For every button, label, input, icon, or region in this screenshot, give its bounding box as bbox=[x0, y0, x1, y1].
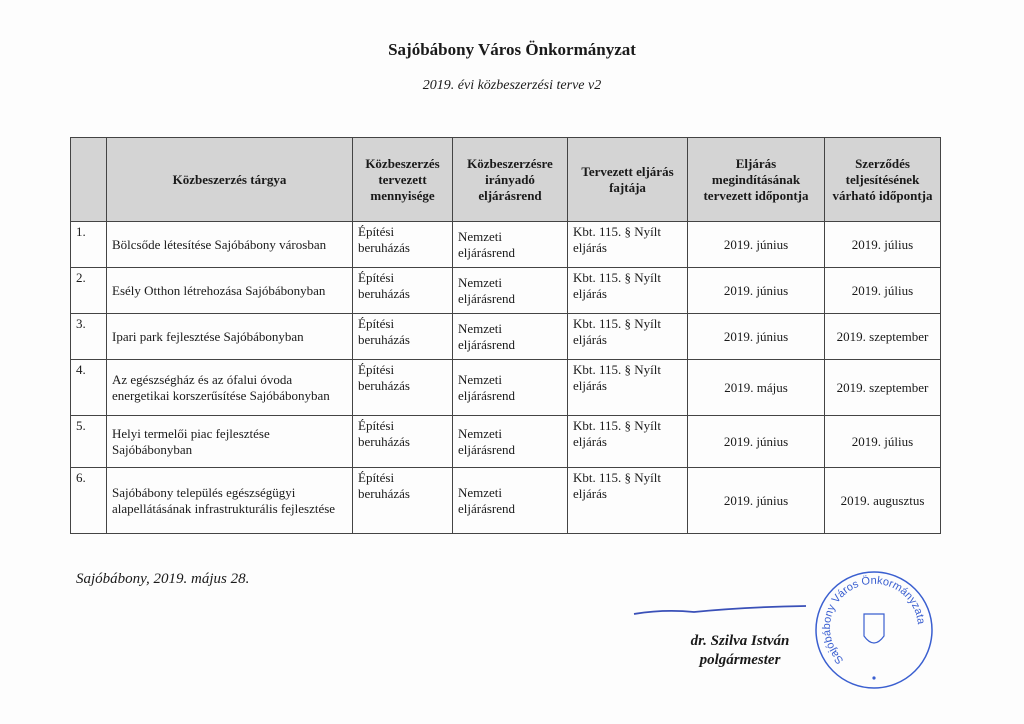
stamp-star-icon bbox=[872, 676, 876, 680]
start-date-cell: 2019. május bbox=[687, 359, 825, 416]
signature-stroke bbox=[633, 605, 807, 615]
row-number: 5. bbox=[70, 415, 107, 468]
completion-date-cell: 2019. július bbox=[824, 267, 941, 314]
procedure-regime-cell: Nemzeti eljárásrend bbox=[452, 313, 568, 360]
subject-cell: Esély Otthon létrehozása Sajóbábonyban bbox=[106, 267, 353, 314]
procedure-type-cell: Kbt. 115. § Nyílt eljárás bbox=[567, 467, 688, 534]
row-number: 6. bbox=[70, 467, 107, 534]
procedure-type-cell: Kbt. 115. § Nyílt eljárás bbox=[567, 221, 688, 268]
procedure-regime-cell: Nemzeti eljárásrend bbox=[452, 359, 568, 416]
official-stamp: Sajóbábony Város Önkormányzata bbox=[815, 571, 933, 689]
place-and-date: Sajóbábony, 2019. május 28. bbox=[76, 571, 250, 587]
row-number: 4. bbox=[70, 359, 107, 416]
signature bbox=[633, 605, 807, 615]
col-header-number bbox=[70, 137, 107, 222]
table-row: 5. Helyi termelői piac fejlesztése Sajóbá… bbox=[70, 415, 941, 468]
quantity-cell: Építési beruházás bbox=[352, 221, 453, 268]
col-header-quantity: Közbeszerzés tervezett mennyisége bbox=[352, 137, 453, 222]
completion-date-cell: 2019. szeptember bbox=[824, 359, 941, 416]
stamp-circle bbox=[815, 571, 933, 689]
col-header-subject: Közbeszerzés tárgya bbox=[106, 137, 353, 222]
table-row: 6. Sajóbábony település egészségügyi alap… bbox=[70, 467, 941, 534]
completion-date-cell: 2019. július bbox=[824, 221, 941, 268]
quantity-cell: Építési beruházás bbox=[352, 467, 453, 534]
table-row: 3. Ipari park fejlesztése Sajóbábonyban Ép… bbox=[70, 313, 941, 360]
procedure-type-cell: Kbt. 115. § Nyílt eljárás bbox=[567, 313, 688, 360]
document-subtitle: 2019. évi közbeszerzési terve v2 bbox=[422, 78, 602, 93]
completion-date-cell: 2019. július bbox=[824, 415, 941, 468]
signer-name: dr. Szilva István bbox=[690, 633, 790, 649]
completion-date-cell: 2019. augusztus bbox=[824, 467, 941, 534]
procedure-regime-cell: Nemzeti eljárásrend bbox=[452, 221, 568, 268]
quantity-cell: Építési beruházás bbox=[352, 267, 453, 314]
start-date-cell: 2019. június bbox=[687, 467, 825, 534]
signer-block: dr. Szilva István polgármester bbox=[672, 632, 808, 670]
col-header-completion-date: Szerződés teljesítésének várható időpont… bbox=[824, 137, 941, 222]
table-row: 4. Az egészségház és az ófalui óvoda ener… bbox=[70, 359, 941, 416]
col-header-start-date: Eljárás megindításának tervezett időpont… bbox=[687, 137, 825, 222]
procedure-type-cell: Kbt. 115. § Nyílt eljárás bbox=[567, 359, 688, 416]
subject-cell: Sajóbábony település egészségügyi alapel… bbox=[106, 467, 353, 534]
document-title: Sajóbábony Város Önkormányzat bbox=[388, 40, 636, 59]
table-row: 1. Bölcsőde létesítése Sajóbábony városba… bbox=[70, 221, 941, 268]
col-header-procedure-type: Tervezett eljárás fajtája bbox=[567, 137, 688, 222]
signer-title: polgármester bbox=[699, 652, 781, 668]
procurement-plan-table: Közbeszerzés tárgya Közbeszerzés terveze… bbox=[70, 137, 941, 534]
procedure-regime-cell: Nemzeti eljárásrend bbox=[452, 467, 568, 534]
col-header-procedure-regime: Közbeszerzésre irányadó eljárásrend bbox=[452, 137, 568, 222]
procedure-regime-cell: Nemzeti eljárásrend bbox=[452, 415, 568, 468]
quantity-cell: Építési beruházás bbox=[352, 313, 453, 360]
procedure-regime-cell: Nemzeti eljárásrend bbox=[452, 267, 568, 314]
start-date-cell: 2019. június bbox=[687, 267, 825, 314]
subject-cell: Ipari park fejlesztése Sajóbábonyban bbox=[106, 313, 353, 360]
subject-cell: Helyi termelői piac fejlesztése Sajóbábo… bbox=[106, 415, 353, 468]
row-number: 2. bbox=[70, 267, 107, 314]
row-number: 1. bbox=[70, 221, 107, 268]
quantity-cell: Építési beruházás bbox=[352, 415, 453, 468]
subject-cell: Bölcsőde létesítése Sajóbábony városban bbox=[106, 221, 353, 268]
subject-cell: Az egészségház és az ófalui óvoda energe… bbox=[106, 359, 353, 416]
start-date-cell: 2019. június bbox=[687, 415, 825, 468]
table-row: 2. Esély Otthon létrehozása Sajóbábonyban… bbox=[70, 267, 941, 314]
procedure-type-cell: Kbt. 115. § Nyílt eljárás bbox=[567, 415, 688, 468]
coat-of-arms-icon bbox=[863, 613, 885, 644]
start-date-cell: 2019. június bbox=[687, 313, 825, 360]
table-header-row: Közbeszerzés tárgya Közbeszerzés terveze… bbox=[70, 137, 941, 222]
stamp-text: Sajóbábony Város Önkormányzata bbox=[821, 575, 927, 666]
row-number: 3. bbox=[70, 313, 107, 360]
start-date-cell: 2019. június bbox=[687, 221, 825, 268]
completion-date-cell: 2019. szeptember bbox=[824, 313, 941, 360]
procedure-type-cell: Kbt. 115. § Nyílt eljárás bbox=[567, 267, 688, 314]
quantity-cell: Építési beruházás bbox=[352, 359, 453, 416]
